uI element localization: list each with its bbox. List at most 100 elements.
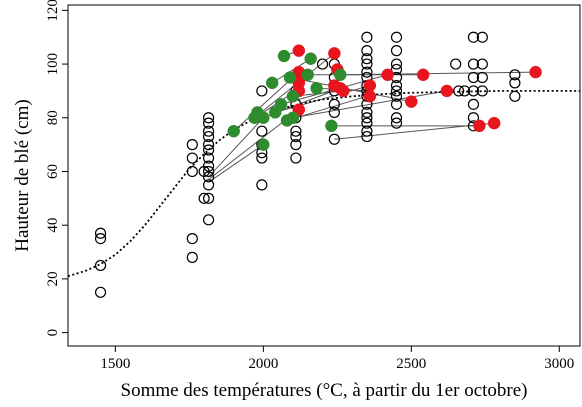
green-points xyxy=(227,49,347,151)
open-point xyxy=(476,58,488,70)
green-point xyxy=(257,111,270,125)
open-point xyxy=(390,31,403,43)
open-point xyxy=(290,130,302,143)
open-point xyxy=(509,69,521,81)
open-point xyxy=(256,85,268,97)
open-point xyxy=(390,85,403,97)
open-point xyxy=(450,58,462,70)
open-point xyxy=(390,90,403,102)
open-point xyxy=(186,152,198,164)
open-point xyxy=(328,98,340,110)
open-point xyxy=(94,286,107,298)
open-point xyxy=(202,192,215,204)
red-point xyxy=(292,44,306,57)
open-point xyxy=(202,139,215,151)
green-point xyxy=(310,81,323,95)
red-point xyxy=(381,68,394,82)
y-tick-label: 60 xyxy=(45,164,61,179)
y-tick-label: 0 xyxy=(45,329,61,337)
green-point xyxy=(304,52,317,65)
open-point xyxy=(361,125,373,137)
red-point xyxy=(473,119,486,133)
open-point xyxy=(186,139,198,151)
plot-frame xyxy=(67,4,581,347)
open-point xyxy=(202,179,215,191)
green-point xyxy=(283,71,297,84)
open-point xyxy=(186,165,198,178)
open-point xyxy=(390,117,403,129)
open-point xyxy=(328,106,340,119)
green-point xyxy=(286,90,300,103)
open-point xyxy=(467,112,480,124)
y-tick-label: 40 xyxy=(45,218,61,233)
x-tick-label: 3000 xyxy=(544,356,574,372)
open-point xyxy=(361,31,373,43)
open-point xyxy=(361,58,373,70)
open-point xyxy=(390,63,403,76)
open-point xyxy=(202,214,215,226)
open-point xyxy=(390,98,403,110)
open-point xyxy=(361,117,373,129)
open-point xyxy=(202,130,215,143)
green-point xyxy=(286,111,300,125)
open-point xyxy=(509,90,521,102)
y-tick-label: 120 xyxy=(45,0,61,22)
y-tick-label: 20 xyxy=(45,271,61,286)
red-point xyxy=(416,68,430,82)
open-point xyxy=(256,179,268,191)
x-tick-label: 2000 xyxy=(248,356,278,372)
green-point xyxy=(325,119,338,133)
green-point xyxy=(265,76,279,90)
open-point xyxy=(202,144,215,156)
connector-line xyxy=(208,117,264,178)
connector-line xyxy=(292,90,447,119)
red-point xyxy=(328,47,341,60)
open-point xyxy=(476,85,488,97)
open-point xyxy=(202,165,215,178)
open-point xyxy=(361,45,373,57)
open-point xyxy=(467,98,480,110)
open-point xyxy=(256,152,268,164)
open-point xyxy=(290,152,302,164)
open-point xyxy=(94,227,107,239)
open-point xyxy=(202,171,215,183)
green-point xyxy=(257,138,270,151)
red-point xyxy=(363,90,377,103)
red-point xyxy=(529,65,542,79)
x-axis-label: Somme des températures (°C, à partir du … xyxy=(121,380,528,401)
open-point xyxy=(186,251,198,263)
red-point xyxy=(440,84,454,98)
connector-line xyxy=(271,58,311,84)
open-point xyxy=(467,31,480,43)
red-points xyxy=(292,44,542,133)
y-tick-label: 80 xyxy=(45,110,61,125)
open-point xyxy=(361,112,373,124)
open-point xyxy=(361,66,373,78)
green-point xyxy=(301,68,314,82)
x-tick-label: 2500 xyxy=(396,356,426,372)
y-axis-label: Hauteur de blé (cm) xyxy=(12,99,33,251)
open-point xyxy=(290,139,302,151)
red-point xyxy=(405,95,418,108)
red-point xyxy=(336,84,350,98)
open-point xyxy=(458,85,471,97)
red-point xyxy=(363,79,377,92)
x-axis: 1500 2000 2500 3000 xyxy=(100,346,574,372)
open-point xyxy=(198,192,210,204)
open-point xyxy=(94,259,107,272)
open-point xyxy=(328,133,340,145)
green-point xyxy=(274,98,288,111)
open-point xyxy=(361,53,373,65)
open-point xyxy=(476,71,488,84)
x-tick-label: 1500 xyxy=(100,356,130,372)
connector-line xyxy=(340,71,536,76)
open-point xyxy=(316,58,329,70)
open-point xyxy=(256,125,268,137)
open-point xyxy=(390,112,403,124)
green-point xyxy=(277,49,291,63)
connector-line xyxy=(334,122,495,140)
open-point xyxy=(453,85,465,97)
open-point xyxy=(390,45,403,57)
open-point xyxy=(202,112,215,124)
